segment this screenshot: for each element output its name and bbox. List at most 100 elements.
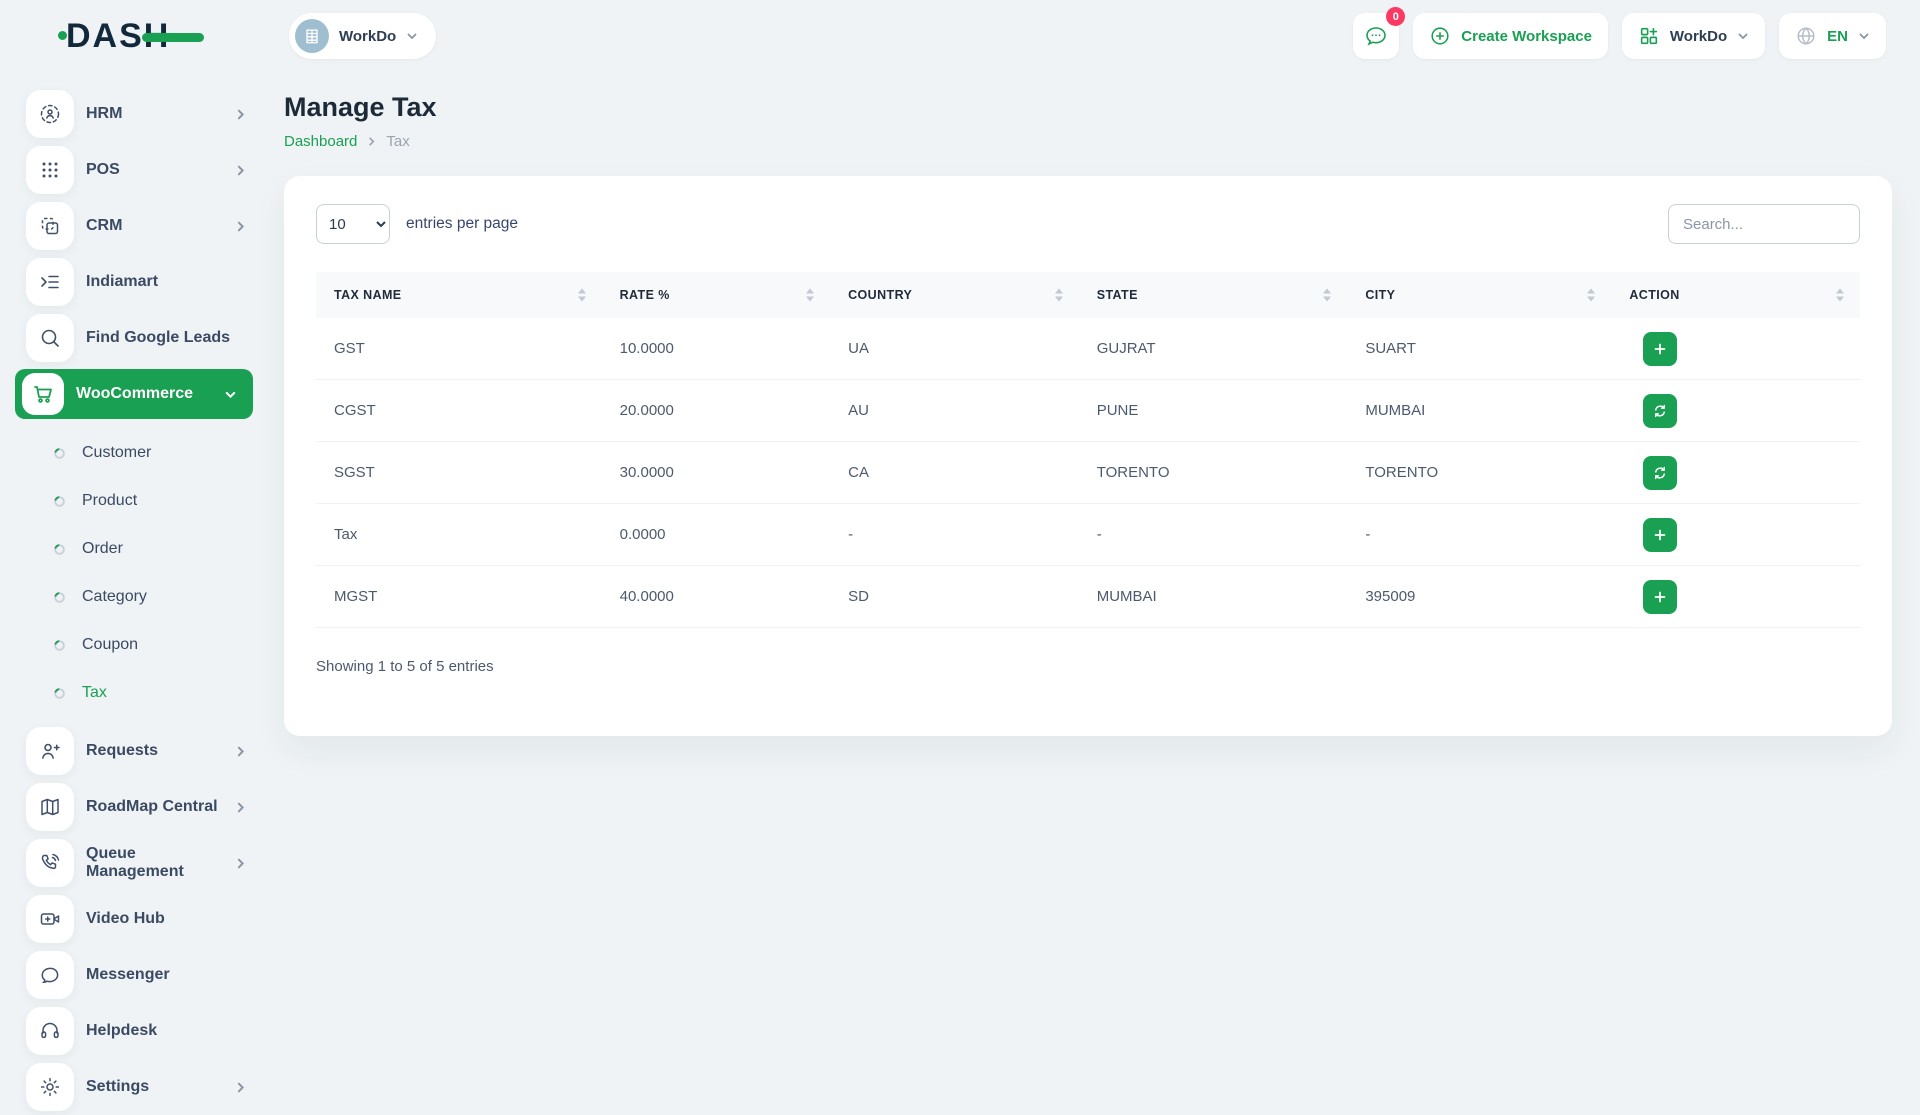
bullet-icon: [54, 543, 65, 555]
entries-per-page-select[interactable]: 10: [316, 204, 390, 244]
workdo-menu-button[interactable]: WorkDo: [1621, 13, 1766, 59]
cell-tax-name: Tax: [334, 526, 358, 543]
chevron-down-icon: [406, 30, 418, 42]
cell-state: MUMBAI: [1096, 588, 1157, 605]
sidebar-item-label: CRM: [86, 217, 123, 234]
pos-icon: [26, 146, 74, 194]
sidebar-item-pos[interactable]: POS: [26, 142, 253, 198]
woocommerce-submenu: Customer Product Order Category Coupon: [26, 425, 253, 723]
workspace-selector[interactable]: WorkDo: [289, 13, 437, 59]
entries-per-page-label: entries per page: [406, 215, 519, 232]
submenu-item-product[interactable]: Product: [26, 477, 253, 525]
bullet-icon: [54, 495, 65, 507]
chevron-down-icon: [224, 388, 237, 401]
table-row: MGST 40.0000 SD MUMBAI 395009: [316, 566, 1860, 628]
sidebar-item-settings[interactable]: Settings: [26, 1059, 253, 1115]
column-header-label: ACTION: [1629, 288, 1680, 302]
chat-icon: [1366, 27, 1387, 46]
refresh-icon: [1655, 466, 1666, 479]
sync-tax-button[interactable]: [1643, 455, 1678, 490]
cell-city: MUMBAI: [1365, 402, 1426, 419]
column-header-city[interactable]: CITY: [1347, 288, 1611, 302]
sidebar-item-indiamart[interactable]: Indiamart: [26, 254, 253, 310]
sync-tax-button[interactable]: [1643, 393, 1678, 428]
cell-rate: 0.0000: [619, 526, 666, 543]
submenu-item-label: Product: [82, 492, 138, 509]
table-row: CGST 20.0000 AU PUNE MUMBAI: [316, 380, 1860, 442]
crm-icon: [26, 202, 74, 250]
submenu-item-label: Tax: [82, 684, 107, 701]
chevron-right-icon: [366, 136, 377, 147]
plus-icon: [1654, 529, 1666, 540]
sidebar-item-woocommerce[interactable]: WooCommerce: [15, 369, 253, 419]
cell-action: [1611, 455, 1860, 490]
messages-button[interactable]: 0: [1353, 7, 1406, 59]
sort-icon: [1587, 288, 1596, 302]
column-header-rate[interactable]: RATE %: [602, 288, 831, 302]
column-header-action[interactable]: ACTION: [1611, 288, 1860, 302]
sidebar-item-hrm[interactable]: HRM: [26, 86, 253, 142]
submenu-item-label: Category: [82, 588, 147, 605]
sidebar-item-crm[interactable]: CRM: [26, 198, 253, 254]
add-tax-button[interactable]: [1643, 579, 1678, 614]
sidebar-item-messenger[interactable]: Messenger: [26, 947, 253, 1003]
language-selector[interactable]: EN: [1779, 13, 1886, 59]
cell-city: -: [1365, 526, 1371, 543]
bullet-icon: [54, 687, 65, 699]
bullet-icon: [54, 447, 65, 459]
create-workspace-label: Create Workspace: [1461, 27, 1592, 45]
sidebar-item-label: POS: [86, 161, 120, 178]
sidebar-item-label: Video Hub: [86, 910, 165, 927]
submenu-item-customer[interactable]: Customer: [26, 429, 253, 477]
tax-table-card: 10 entries per page TAX NAME RATE % COUN…: [284, 176, 1892, 736]
submenu-item-category[interactable]: Category: [26, 573, 253, 621]
submenu-item-coupon[interactable]: Coupon: [26, 621, 253, 669]
sidebar-item-roadmap-central[interactable]: RoadMap Central: [26, 779, 253, 835]
sidebar-item-label: Requests: [86, 742, 159, 759]
add-tax-button[interactable]: [1643, 517, 1678, 552]
page-title: Manage Tax: [284, 92, 437, 122]
sidebar-item-video-hub[interactable]: Video Hub: [26, 891, 253, 947]
submenu-item-label: Order: [82, 540, 123, 557]
sidebar-item-queue-management[interactable]: Queue Management: [26, 835, 253, 891]
top-header: DASH WorkDo 0 Creat: [0, 0, 1920, 72]
main-content: Manage Tax Dashboard Tax 10 entries per …: [265, 72, 1920, 736]
plus-circle-icon: [1431, 27, 1449, 45]
bullet-icon: [54, 591, 65, 603]
bullet-icon: [54, 639, 65, 651]
sidebar-item-label: HRM: [86, 105, 123, 122]
cell-country: SD: [848, 588, 869, 605]
column-header-country[interactable]: COUNTRY: [830, 288, 1079, 302]
column-header-state[interactable]: STATE: [1079, 288, 1348, 302]
cell-state: -: [1096, 526, 1102, 543]
workdo-menu-label: WorkDo: [1669, 27, 1728, 45]
cell-country: AU: [848, 402, 869, 419]
chevron-right-icon: [234, 108, 247, 121]
breadcrumb-dashboard-link[interactable]: Dashboard: [284, 133, 358, 150]
gear-icon: [26, 1063, 74, 1111]
video-camera-icon: [26, 895, 74, 943]
create-workspace-button[interactable]: Create Workspace: [1413, 13, 1608, 59]
submenu-item-order[interactable]: Order: [26, 525, 253, 573]
column-header-tax-name[interactable]: TAX NAME: [316, 288, 602, 302]
column-header-label: TAX NAME: [334, 288, 402, 302]
sidebar-item-requests[interactable]: Requests: [26, 723, 253, 779]
search-input[interactable]: [1668, 204, 1860, 244]
submenu-item-tax[interactable]: Tax: [26, 669, 253, 717]
table-row: SGST 30.0000 CA TORENTO TORENTO: [316, 442, 1860, 504]
sort-icon: [1835, 288, 1844, 302]
cell-tax-name: GST: [334, 340, 365, 357]
workspace-avatar: [295, 19, 329, 53]
table-row: Tax 0.0000 - - -: [316, 504, 1860, 566]
cell-city: TORENTO: [1365, 464, 1439, 481]
sidebar-item-find-google-leads[interactable]: Find Google Leads: [26, 310, 253, 366]
indiamart-icon: [26, 258, 74, 306]
add-tax-button[interactable]: [1643, 331, 1678, 366]
cell-action: [1611, 393, 1860, 428]
cell-city: SUART: [1365, 340, 1416, 357]
app-logo[interactable]: DASH: [58, 17, 205, 56]
sidebar-item-helpdesk[interactable]: Helpdesk: [26, 1003, 253, 1059]
chevron-right-icon: [234, 164, 247, 177]
chevron-right-icon: [234, 220, 247, 233]
table-row: GST 10.0000 UA GUJRAT SUART: [316, 318, 1860, 380]
